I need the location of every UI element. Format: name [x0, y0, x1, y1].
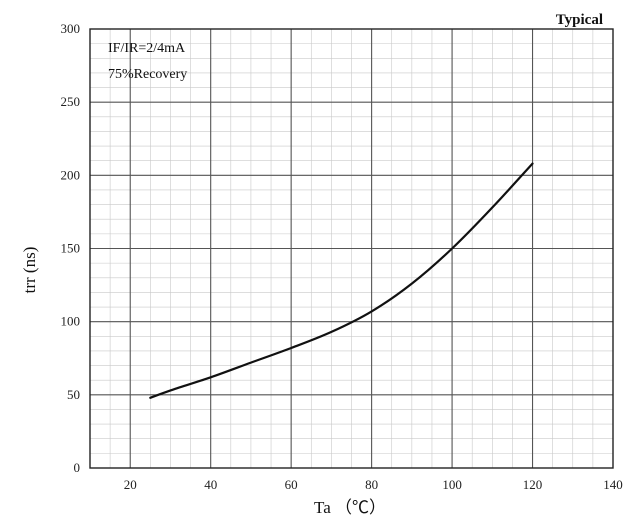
- y-tick-label: 50: [67, 387, 80, 402]
- x-tick-label: 140: [603, 477, 623, 492]
- series-line: [149, 162, 534, 399]
- y-tick-labels: 0 50 100 150 200 250 300: [61, 21, 81, 475]
- x-tick-label: 60: [285, 477, 298, 492]
- plot-frame: [89, 28, 614, 469]
- x-tick-label: 40: [204, 477, 217, 492]
- y-tick-label: 300: [61, 21, 81, 36]
- y-tick-label: 0: [74, 460, 81, 475]
- corner-label: Typical: [556, 12, 603, 28]
- y-tick-label: 150: [61, 241, 81, 256]
- major-grid: [90, 29, 613, 468]
- x-tick-label: 20: [124, 477, 137, 492]
- y-tick-label: 100: [61, 314, 81, 329]
- x-tick-label: 80: [365, 477, 378, 492]
- y-axis-title: trr (ns): [20, 247, 39, 294]
- x-axis-title: Ta （℃）: [314, 498, 386, 517]
- x-tick-label: 100: [442, 477, 462, 492]
- y-tick-label: 250: [61, 94, 81, 109]
- series-lines: [149, 162, 534, 399]
- x-tick-label: 120: [523, 477, 543, 492]
- y-tick-label: 200: [61, 167, 81, 182]
- annotation-recovery: 75%Recovery: [108, 67, 187, 82]
- annotation-condition: IF/IR=2/4mA: [108, 41, 186, 56]
- x-tick-labels: 20 40 60 80 100 120 140: [124, 477, 623, 492]
